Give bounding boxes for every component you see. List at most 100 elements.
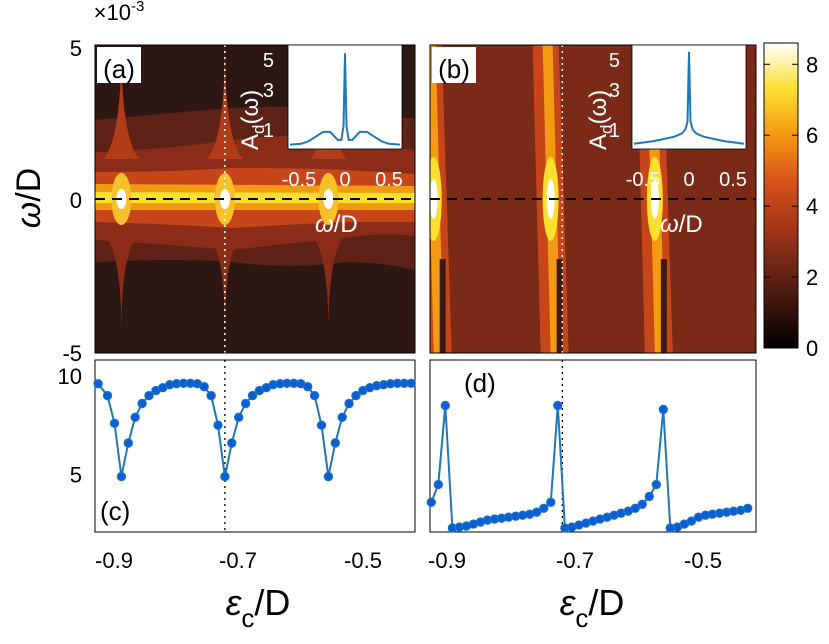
data-point bbox=[227, 438, 237, 448]
panel-a-inset-curve bbox=[289, 53, 401, 146]
x-axis-label-right: εc/D bbox=[560, 582, 625, 633]
data-point bbox=[337, 412, 347, 422]
x-axis: -0.9 -0.7 -0.5 -0.9 -0.7 -0.5 εc/D εc/D bbox=[95, 548, 722, 633]
data-point bbox=[553, 400, 563, 411]
x-tick-d-2: -0.7 bbox=[556, 548, 594, 573]
data-point bbox=[199, 382, 209, 392]
panel-b-inset: 5 3 1 -0.5 0 0.5 Ad(ω) ω/D bbox=[585, 44, 747, 238]
panel-c-ytick: 10 bbox=[58, 364, 82, 389]
colorbar-tick-label: 6 bbox=[806, 123, 818, 148]
heatmap-y-axis: ×10-3 5 0 -5 ω/D bbox=[10, 0, 144, 366]
data-point bbox=[206, 390, 216, 401]
colorbar-bar bbox=[763, 42, 799, 349]
heatmap-ytick-top: 5 bbox=[70, 36, 82, 61]
panel-b-inset-ylabel: Ad(ω) bbox=[585, 90, 616, 150]
panel-a-frame bbox=[94, 44, 416, 354]
panel-c-ytick: 5 bbox=[70, 463, 82, 488]
heatmap-ytick-bottom: -5 bbox=[62, 341, 82, 366]
panel-b-label-box bbox=[432, 47, 476, 83]
colorbar-tick-label: 2 bbox=[806, 265, 818, 290]
resonance-spike-down bbox=[107, 239, 136, 333]
panel-a-inset-ytick-1: 1 bbox=[263, 120, 274, 142]
x-tick-c-3: -0.5 bbox=[344, 548, 382, 573]
x-tick-c-1: -0.9 bbox=[95, 548, 133, 573]
data-point bbox=[630, 503, 640, 513]
data-point bbox=[532, 507, 542, 517]
x-tick-d-1: -0.9 bbox=[428, 548, 466, 573]
panel-b-inset-ytick-3: 3 bbox=[609, 80, 620, 102]
data-point bbox=[116, 471, 127, 482]
panel-a-band-peak bbox=[95, 192, 415, 203]
resonance-spike-up bbox=[206, 45, 243, 159]
panel-a-inset-ytick-5: 5 bbox=[263, 50, 274, 72]
panel-a: (a) 5 3 1 -0.5 0 0.5 Ad(ω) ω/D bbox=[94, 44, 416, 354]
data-point bbox=[539, 503, 549, 513]
panel-a-label: (a) bbox=[103, 54, 135, 84]
data-point bbox=[130, 412, 140, 422]
data-point bbox=[109, 418, 120, 428]
panel-a-inset-ytick-3: 3 bbox=[263, 80, 274, 102]
colorbar-ticks: 0 2 4 6 8 bbox=[764, 52, 818, 361]
heatmap-y-label: ω/D bbox=[10, 168, 48, 228]
data-point bbox=[123, 438, 134, 448]
data-point bbox=[137, 398, 147, 409]
colorbar-tick-label: 8 bbox=[806, 52, 818, 77]
panel-c-y-axis: 5 10 bbox=[58, 364, 82, 488]
panel-d: (d) bbox=[426, 359, 757, 533]
data-point bbox=[743, 503, 753, 513]
panel-b-inset-curve bbox=[633, 51, 745, 145]
panel-c: (c) 5 10 bbox=[58, 359, 416, 533]
data-point bbox=[637, 499, 647, 509]
panel-b-inset-xtick-pos: 0.5 bbox=[719, 169, 747, 191]
panel-b-inset-ytick-5: 5 bbox=[609, 50, 620, 72]
data-point bbox=[220, 471, 230, 482]
data-point bbox=[686, 516, 697, 526]
x-axis-label-left: εc/D bbox=[226, 582, 291, 633]
resonance-peak bbox=[219, 189, 230, 209]
y-scale-multiplier: ×10-3 bbox=[94, 0, 145, 25]
panel-a-inset: 5 3 1 -0.5 0 0.5 Ad(ω) ω/D bbox=[237, 44, 403, 238]
resonance-spike-up bbox=[103, 45, 140, 159]
colorbar: 0 2 4 6 8 bbox=[763, 42, 818, 361]
resonance-peak bbox=[323, 189, 334, 209]
data-point bbox=[323, 471, 334, 482]
panel-c-markers bbox=[93, 378, 416, 482]
colorbar-tick-label: 4 bbox=[806, 194, 818, 219]
panel-b-inset-xtick-neg: -0.5 bbox=[626, 169, 660, 191]
data-point bbox=[102, 390, 113, 401]
panel-c-label: (c) bbox=[100, 496, 130, 526]
data-point bbox=[406, 378, 416, 388]
data-point bbox=[546, 497, 556, 507]
data-point bbox=[93, 379, 103, 389]
x-tick-c-2: -0.7 bbox=[219, 548, 257, 573]
panel-a-inset-xtick-zero: 0 bbox=[339, 169, 350, 191]
band-shadow bbox=[556, 259, 563, 353]
data-point bbox=[344, 398, 354, 409]
panel-a-inset-xlabel: ω/D bbox=[315, 211, 358, 238]
panel-d-markers bbox=[426, 400, 753, 533]
panel-a-inset-ylabel: Ad(ω) bbox=[237, 90, 268, 150]
data-point bbox=[247, 390, 258, 401]
panel-b-inset-xlabel: ω/D bbox=[660, 211, 703, 238]
data-point bbox=[644, 491, 654, 502]
data-point bbox=[240, 398, 251, 409]
panel-b-inset-xtick-zero: 0 bbox=[683, 169, 694, 191]
data-point bbox=[234, 412, 244, 422]
data-point bbox=[440, 400, 450, 411]
colorbar-tick-label: 0 bbox=[806, 336, 818, 361]
resonance-spike-down bbox=[314, 239, 343, 333]
data-point bbox=[213, 420, 223, 430]
data-point bbox=[651, 479, 661, 490]
data-point bbox=[316, 420, 327, 430]
data-point bbox=[309, 390, 320, 401]
x-tick-d-3: -0.5 bbox=[684, 548, 722, 573]
band-shadow bbox=[439, 259, 446, 353]
panel-a-inset-xtick-neg: -0.5 bbox=[282, 169, 316, 191]
data-point bbox=[144, 390, 154, 401]
panel-d-frame bbox=[429, 359, 757, 533]
panel-a-inset-xtick-pos: 0.5 bbox=[375, 169, 403, 191]
panel-a-label-box bbox=[97, 47, 141, 83]
panel-b: (b) 5 3 1 -0.5 0 0.5 Ad(ω) ω/D bbox=[429, 44, 757, 354]
panel-b-inset-ytick-1: 1 bbox=[609, 120, 620, 142]
